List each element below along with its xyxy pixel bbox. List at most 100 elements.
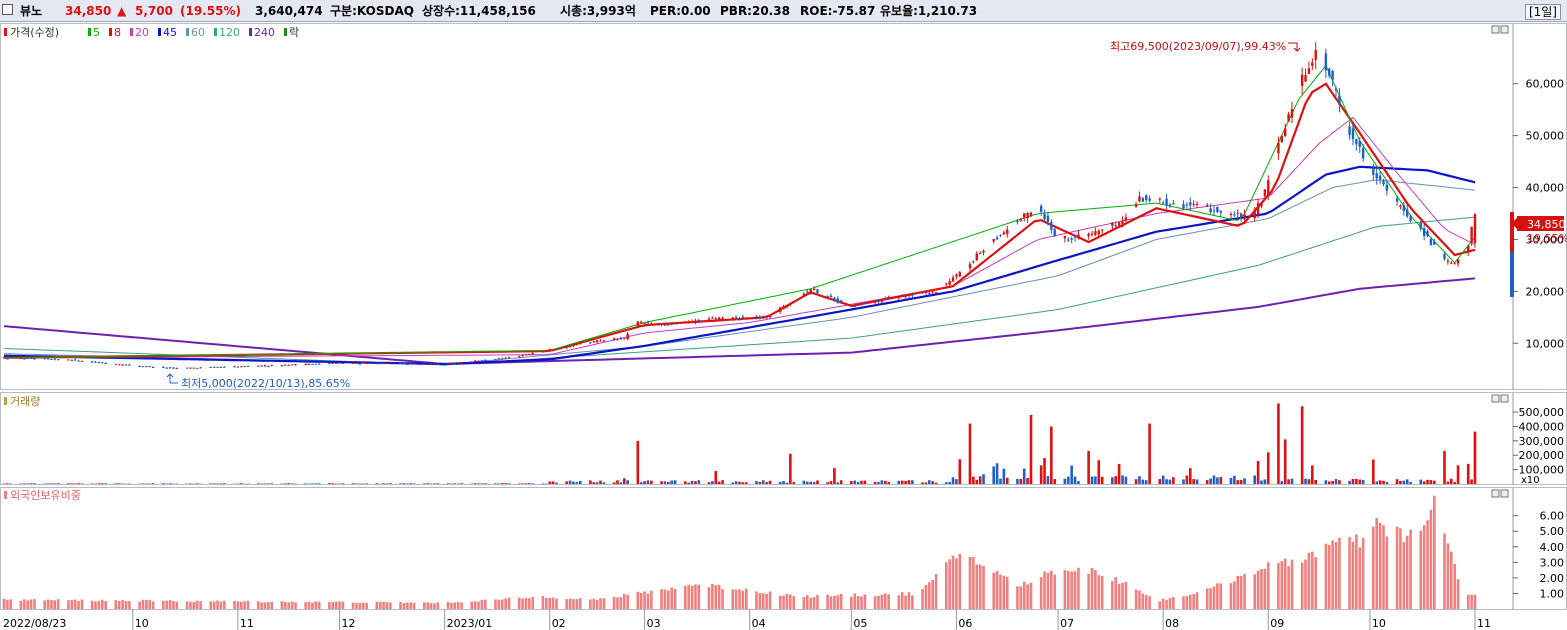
volume-panel-minimize-button[interactable] <box>1491 394 1500 403</box>
market-cap: 시총:3,993억 <box>560 4 636 18</box>
foreign-holding-bar <box>958 553 962 609</box>
volume-bar <box>670 480 674 484</box>
candle-body <box>524 354 528 356</box>
candle-body <box>731 317 734 319</box>
volume-bar <box>117 483 121 484</box>
candle-body <box>1290 108 1294 118</box>
foreign-panel-close-button[interactable] <box>1500 489 1509 498</box>
candle-body <box>1100 229 1104 231</box>
candle-body <box>1372 167 1375 176</box>
volume-bar <box>1429 480 1433 484</box>
volume-bar <box>744 482 748 484</box>
candle-body <box>260 365 263 367</box>
ma120-line <box>3 216 1476 366</box>
panel-controls[interactable] <box>1491 25 1509 498</box>
candle-body <box>124 364 128 366</box>
candle-body <box>755 316 758 319</box>
foreign-holding-bar <box>948 559 951 609</box>
candle-body <box>19 357 23 359</box>
foreign-panel-minimize-button[interactable] <box>1491 489 1500 498</box>
foreign-holding-bar <box>124 601 128 609</box>
volume-bar <box>1087 450 1090 484</box>
foreign-holding-bar <box>1087 573 1090 609</box>
price-tick-label: 10,000 <box>1526 337 1565 350</box>
foreign-holding-bar <box>426 602 429 609</box>
foreign-holding-bar <box>1026 584 1029 609</box>
volume-bar <box>1405 479 1409 484</box>
candle-body <box>311 363 314 365</box>
foreign-holding-bar <box>1433 495 1436 609</box>
candle-body <box>531 353 534 355</box>
volume-panel-close-button[interactable] <box>1500 394 1509 403</box>
foreign-holding-bar <box>673 588 677 609</box>
candle-body <box>1158 198 1161 200</box>
period-selector[interactable]: [1일] <box>1524 4 1561 20</box>
volume-bar <box>643 481 646 484</box>
date-axis: 2022/08/23 10 11 12 2023/01 02 03 04 05 06 07 08 09 1… <box>3 609 1491 630</box>
foreign-holding-bar <box>619 597 623 609</box>
volume-bar <box>714 471 718 484</box>
foreign-holding-bar <box>1277 563 1280 609</box>
candle-body <box>1016 220 1019 223</box>
price-panel-close-button[interactable] <box>1500 25 1509 34</box>
volume-bar <box>1148 423 1151 484</box>
candle-body <box>1212 210 1216 212</box>
candle-body <box>802 293 806 296</box>
foreign-holding-bar <box>707 587 711 609</box>
foreign-holding-bar <box>1409 529 1412 609</box>
foreign-tick-label: 4.00 <box>1540 541 1565 554</box>
price-panel-minimize-button[interactable] <box>1491 25 1500 34</box>
volume-bar <box>741 482 745 484</box>
volume-bar <box>517 483 521 484</box>
volume-bar <box>1050 426 1053 484</box>
volume-bar <box>911 480 914 484</box>
candle-body <box>1307 68 1311 74</box>
select-checkbox[interactable] <box>2 4 13 15</box>
candle-body <box>6 358 9 360</box>
foreign-holding-bar <box>50 600 53 609</box>
volume-bar <box>365 483 368 484</box>
volume-bar <box>1046 476 1050 484</box>
volume-bar <box>524 483 528 484</box>
volume-bar <box>1433 480 1436 484</box>
foreign-holding-bar <box>1219 583 1223 609</box>
volume-bar <box>731 482 735 484</box>
volume-bar <box>1422 481 1426 484</box>
candle-body <box>1385 184 1389 191</box>
price-tick-label: 30,000 <box>1526 233 1565 246</box>
foreign-tick-label: 6.00 <box>1540 510 1565 523</box>
candle-body <box>687 321 690 323</box>
stock-chart[interactable]: 60,000 50,000 40,000 30,000 20,000 10,000 가격(… <box>0 22 1567 630</box>
candle-body <box>433 363 436 365</box>
volume-bar <box>690 480 694 484</box>
volume-bar <box>982 474 985 484</box>
volume-bar <box>1029 414 1033 484</box>
volume-bar <box>707 482 711 484</box>
foreign-tick-label: 3.00 <box>1540 556 1565 569</box>
volume-bar <box>50 483 53 484</box>
foreign-holding-bar <box>1314 557 1317 609</box>
candle-body <box>839 300 843 302</box>
foreign-holding-bar <box>595 599 599 609</box>
candle-body <box>592 341 595 343</box>
volume-bar <box>399 483 402 484</box>
foreign-holding-bar <box>931 580 934 609</box>
foreign-holding-bar <box>429 603 433 609</box>
foreign-holding-bar <box>73 599 77 609</box>
foreign-holding-bar <box>1022 581 1026 609</box>
volume-bar <box>497 483 501 484</box>
volume-bar <box>1124 476 1128 484</box>
volume-bar <box>219 483 223 484</box>
candle-body <box>423 363 426 365</box>
candle-body <box>1422 228 1426 237</box>
candle-body <box>555 348 558 350</box>
volume-bar <box>70 483 74 484</box>
volume-bar <box>1256 460 1260 484</box>
foreign-holding-bar <box>1429 509 1433 609</box>
volume-bar <box>1446 481 1450 484</box>
candle-body <box>992 238 995 242</box>
foreign-holding-bar <box>1395 526 1399 609</box>
candle-body <box>318 363 321 365</box>
volume-bar <box>551 481 555 484</box>
volume-bar <box>616 480 619 484</box>
